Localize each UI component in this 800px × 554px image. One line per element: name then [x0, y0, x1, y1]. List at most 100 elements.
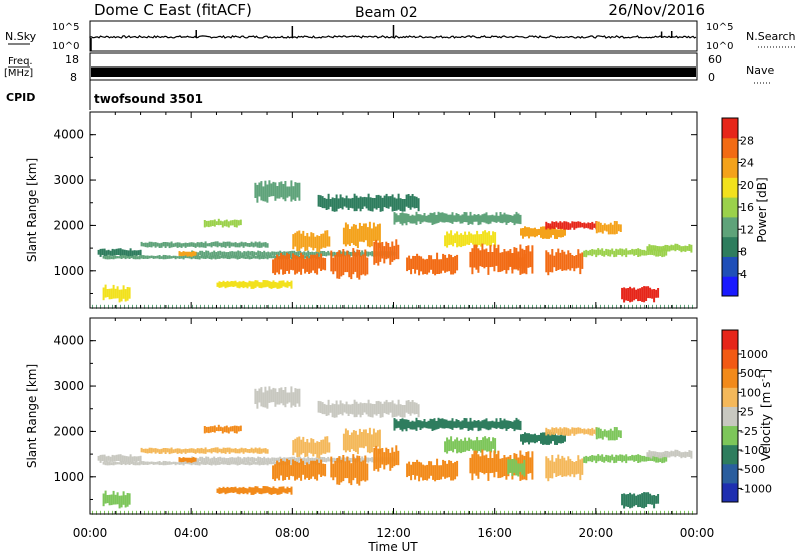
echo-cell [134, 461, 137, 466]
ground-cell [244, 510, 245, 515]
echo-cell [333, 404, 336, 418]
ground-cell [584, 304, 585, 309]
echo-cell [270, 183, 273, 197]
echo-cell [122, 255, 125, 259]
echo-cell [303, 457, 306, 462]
echo-cell [186, 243, 189, 247]
echo-cell [587, 222, 590, 229]
echo-cell [645, 250, 648, 256]
echo-cell [593, 249, 596, 255]
echo-cell [639, 494, 642, 507]
echo-cell [131, 456, 134, 463]
echo-cell [137, 250, 140, 255]
echo-cell [635, 289, 638, 300]
echo-cell [99, 248, 102, 257]
ground-cell [640, 304, 641, 309]
echo-cell [519, 420, 522, 431]
echo-cell [130, 461, 133, 465]
echo-cell [284, 282, 287, 288]
echo-cell [379, 448, 382, 468]
echo-cell [323, 457, 326, 462]
echo-cell [332, 257, 335, 275]
echo-cell [152, 255, 155, 259]
echo-cell [108, 461, 111, 466]
ground-cell [268, 510, 269, 515]
echo-cell [443, 419, 446, 429]
echo-cell [320, 233, 323, 249]
echo-cell [497, 244, 500, 273]
echo-cell [565, 460, 568, 477]
ground-cell [120, 510, 121, 515]
echo-cell [658, 452, 661, 459]
echo-cell [258, 447, 261, 454]
echo-cell [433, 212, 436, 225]
echo-cell [162, 448, 165, 453]
echo-cell [198, 256, 201, 260]
ground-cell [200, 510, 201, 515]
echo-cell [475, 450, 478, 476]
echo-cell [280, 458, 283, 476]
echo-cell [552, 432, 554, 442]
echo-cell [525, 246, 528, 275]
echo-cell [172, 255, 175, 259]
echo-cell [365, 403, 368, 415]
ground-cell [192, 304, 193, 309]
echo-cell [587, 250, 590, 256]
echo-cell [254, 462, 257, 465]
echo-cell [595, 427, 598, 440]
echo-cell [440, 259, 443, 274]
echo-cell [349, 404, 352, 414]
echo-cell [146, 461, 149, 465]
echo-cell [301, 252, 304, 257]
echo-cell [323, 197, 326, 209]
echo-cell [401, 418, 404, 432]
echo-cell [121, 249, 124, 256]
echo-cell [528, 227, 530, 239]
echo-cell [359, 196, 362, 212]
echo-cell [523, 459, 526, 477]
echo-cell [483, 455, 486, 475]
echo-cell [282, 390, 285, 406]
colorbar-tick-label: 4 [740, 268, 747, 281]
echo-cell [295, 457, 298, 463]
ground-cell [652, 510, 653, 515]
echo-cell [503, 212, 506, 223]
echo-cell [224, 487, 227, 495]
echo-cell [375, 401, 378, 416]
echo-cell [117, 248, 120, 255]
echo-cell [487, 421, 490, 431]
echo-cell [271, 457, 274, 462]
echo-cell [458, 440, 461, 453]
ground-cell [420, 510, 421, 515]
echo-cell [194, 243, 197, 248]
echo-cell [274, 255, 277, 259]
echo-cell [258, 461, 261, 466]
echo-cell [329, 252, 332, 256]
ground-cell [448, 510, 449, 515]
echo-cell [262, 242, 265, 247]
echo-cell [272, 280, 275, 289]
echo-cell [531, 451, 534, 480]
ground-cell [692, 510, 693, 515]
echo-cell [361, 250, 364, 257]
echo-cell [310, 460, 313, 479]
echo-cell [238, 281, 241, 289]
echo-cell [150, 461, 153, 465]
echo-cell [690, 450, 693, 459]
ground-cell [196, 304, 197, 309]
echo-cell [290, 386, 293, 408]
echo-cell [359, 402, 362, 418]
echo-cell [515, 417, 518, 430]
ground-cell [304, 304, 305, 309]
echo-cell [561, 249, 564, 271]
ground-cell [604, 304, 605, 309]
echo-cell [460, 233, 463, 248]
echo-cell [184, 242, 187, 248]
ground-cell [568, 304, 569, 309]
echo-cell [564, 228, 566, 236]
echo-cell [573, 462, 576, 478]
echo-cell [308, 256, 311, 259]
ground-cell [556, 304, 557, 309]
ground-cell [200, 304, 201, 309]
echo-cell [128, 461, 131, 465]
